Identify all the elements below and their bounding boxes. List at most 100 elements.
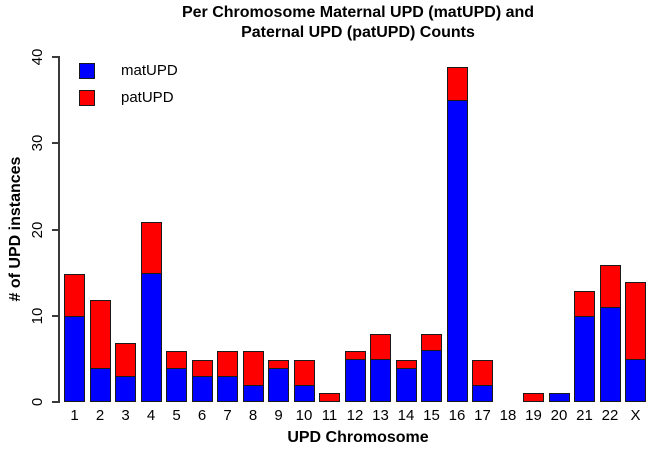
bar-chr-8 bbox=[242, 351, 264, 402]
bar-chr-3-matupd-segment bbox=[115, 376, 136, 402]
bar-chr-16-patupd-segment bbox=[446, 66, 468, 102]
y-tick-30 bbox=[52, 142, 58, 145]
bar-chr-3-patupd-segment bbox=[115, 342, 136, 378]
bar-chr-2-patupd-segment bbox=[89, 299, 111, 369]
bar-chr-5 bbox=[166, 351, 187, 402]
bar-chr-15-matupd-segment bbox=[421, 350, 442, 402]
bar-chr-5-matupd-segment bbox=[166, 367, 187, 402]
x-tick-label-4: 4 bbox=[146, 407, 156, 424]
legend: matUPD patUPD bbox=[79, 62, 178, 116]
bar-chr-6-matupd-segment bbox=[191, 376, 213, 402]
bar-chr-4-matupd-segment bbox=[140, 272, 162, 402]
x-tick-label-16: 16 bbox=[448, 407, 466, 424]
bar-chr-17 bbox=[472, 359, 493, 402]
bar-chr-19 bbox=[523, 393, 544, 402]
bar-chr-8-matupd-segment bbox=[242, 384, 264, 402]
bar-chr-21 bbox=[574, 290, 595, 402]
bar-chr-X-patupd-segment bbox=[625, 282, 646, 360]
x-tick-label-7: 7 bbox=[223, 407, 232, 424]
bar-chr-3 bbox=[115, 342, 136, 402]
bar-chr-X bbox=[625, 282, 646, 402]
x-tick-label-9: 9 bbox=[274, 407, 283, 424]
bar-chr-13-matupd-segment bbox=[370, 358, 391, 402]
y-tick-label-30: 30 bbox=[29, 134, 46, 152]
y-axis-title: # of UPD instances bbox=[7, 156, 24, 302]
bar-chr-11-patupd-segment bbox=[319, 393, 340, 402]
bar-chr-7 bbox=[217, 351, 238, 402]
bar-chr-16-matupd-segment bbox=[446, 100, 468, 402]
bar-chr-7-patupd-segment bbox=[217, 351, 238, 378]
x-tick-label-20: 20 bbox=[550, 407, 568, 424]
y-tick-40 bbox=[52, 56, 58, 58]
bar-chr-8-patupd-segment bbox=[242, 351, 264, 386]
bar-chr-2 bbox=[89, 299, 111, 402]
bar-chr-12-matupd-segment bbox=[344, 358, 366, 402]
bar-chr-20-matupd-segment bbox=[548, 393, 570, 402]
x-tick-label-11: 11 bbox=[321, 407, 338, 424]
bar-chr-21-matupd-segment bbox=[574, 315, 595, 402]
x-tick-label-21: 21 bbox=[576, 407, 593, 424]
bar-chr-4 bbox=[140, 221, 162, 402]
bar-chr-1-matupd-segment bbox=[64, 315, 85, 402]
bar-chr-7-matupd-segment bbox=[217, 376, 238, 402]
bar-chr-1-patupd-segment bbox=[64, 273, 85, 317]
legend-label-matupd: matUPD bbox=[121, 62, 178, 79]
x-tick-label-3: 3 bbox=[121, 407, 130, 424]
bar-chr-15-patupd-segment bbox=[421, 334, 442, 352]
y-axis-line bbox=[58, 56, 60, 403]
x-tick-label-10: 10 bbox=[295, 407, 313, 424]
chart-title-line1: Per Chromosome Maternal UPD (matUPD) and bbox=[181, 4, 535, 21]
plot-area: 1 2 3 4 5 6 7 8 9 10 11 12 13 14 15 16 17 18 19 20 21 22 X bbox=[60, 57, 660, 424]
bar-chr-4-patupd-segment bbox=[140, 221, 162, 274]
bar-chr-22-patupd-segment bbox=[599, 265, 621, 309]
bar-chr-10 bbox=[293, 359, 315, 402]
bar-chr-9-matupd-segment bbox=[268, 367, 289, 402]
x-tick-label-17: 17 bbox=[474, 407, 491, 424]
bar-chr-21-patupd-segment bbox=[574, 290, 595, 317]
y-tick-label-10: 10 bbox=[29, 307, 46, 325]
x-tick-label-15: 15 bbox=[423, 407, 440, 424]
x-tick-label-22: 22 bbox=[601, 407, 619, 424]
legend-item-matupd: matUPD bbox=[79, 62, 178, 79]
x-tick-label-5: 5 bbox=[172, 407, 181, 424]
bar-chr-10-patupd-segment bbox=[293, 359, 315, 386]
bar-chr-6 bbox=[191, 359, 213, 402]
bar-chr-X-matupd-segment bbox=[625, 358, 646, 402]
x-tick-label-18: 18 bbox=[499, 407, 517, 424]
x-tick-label-12: 12 bbox=[346, 407, 364, 424]
x-axis-title: UPD Chromosome bbox=[287, 429, 429, 446]
x-tick-label-13: 13 bbox=[372, 407, 389, 424]
y-tick-20 bbox=[52, 228, 58, 231]
x-tick-label-1: 1 bbox=[70, 407, 79, 424]
bar-chr-11 bbox=[319, 393, 340, 402]
bar-chr-1 bbox=[64, 273, 85, 402]
patupd-swatch-icon bbox=[79, 89, 95, 106]
bar-chr-6-patupd-segment bbox=[191, 359, 213, 378]
chart-title-line2: Paternal UPD (patUPD) Counts bbox=[241, 24, 475, 41]
matupd-swatch-icon bbox=[79, 62, 95, 79]
bar-chr-22 bbox=[599, 265, 621, 402]
bar-chr-10-matupd-segment bbox=[293, 384, 315, 402]
bar-chr-17-matupd-segment bbox=[472, 384, 493, 402]
y-tick-label-40: 40 bbox=[29, 48, 46, 66]
bar-chr-22-matupd-segment bbox=[599, 307, 621, 402]
bar-chr-13 bbox=[370, 334, 391, 402]
bar-chr-12 bbox=[344, 351, 366, 402]
x-tick-label-19: 19 bbox=[525, 407, 542, 424]
bar-chr-5-patupd-segment bbox=[166, 351, 187, 369]
x-tick-label-X: X bbox=[630, 407, 641, 424]
bar-chr-14 bbox=[395, 359, 417, 402]
x-tick-label-6: 6 bbox=[197, 407, 207, 424]
bar-chr-16 bbox=[446, 66, 468, 402]
legend-label-patupd: patUPD bbox=[121, 89, 174, 106]
bar-chr-13-patupd-segment bbox=[370, 334, 391, 360]
bar-chr-14-matupd-segment bbox=[395, 367, 417, 402]
y-tick-0 bbox=[52, 401, 58, 403]
bar-chr-2-matupd-segment bbox=[89, 367, 111, 402]
y-tick-label-20: 20 bbox=[29, 221, 46, 238]
legend-item-patupd: patUPD bbox=[79, 89, 178, 106]
y-tick-label-0: 0 bbox=[29, 397, 46, 407]
x-tick-label-8: 8 bbox=[248, 407, 258, 424]
bar-chr-20 bbox=[548, 393, 570, 402]
